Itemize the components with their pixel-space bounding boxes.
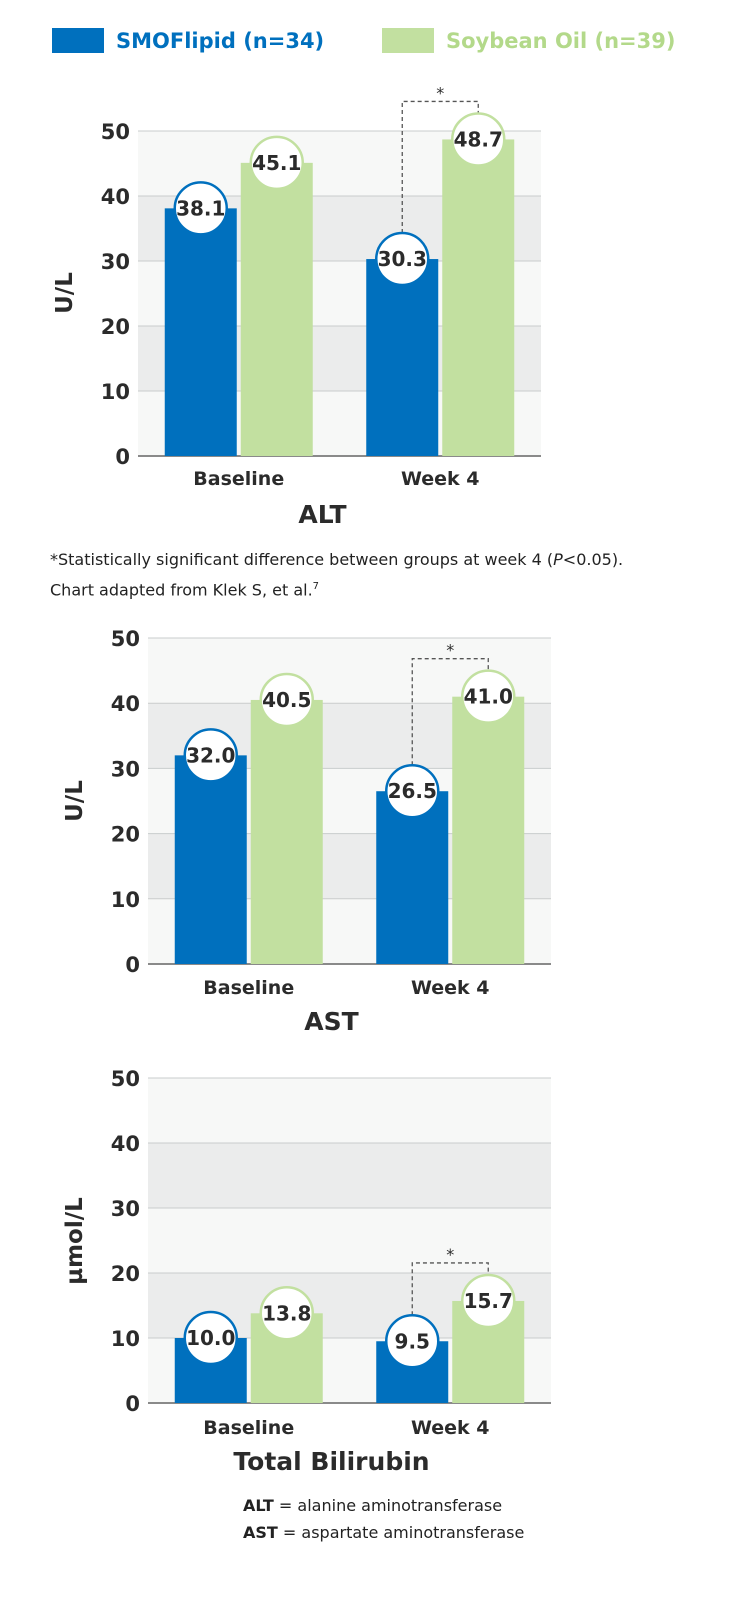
category-label: Baseline [203, 977, 294, 999]
plot-band [148, 1208, 551, 1273]
value-bubble [385, 1314, 440, 1369]
value-bubble [183, 728, 238, 783]
legend-label-soybean: Soybean Oil (n=39) [446, 28, 676, 53]
y-axis-label: U/L [52, 272, 78, 314]
category-label: Baseline [193, 468, 284, 490]
y-axis-label: U/L [62, 780, 88, 822]
bar-smoflipid [366, 259, 439, 456]
y-tick-label: 50 [101, 120, 130, 144]
data-label: 38.1 [176, 196, 225, 220]
significance-bracket [401, 100, 479, 234]
value-bubble [375, 231, 430, 287]
category-label: Baseline [203, 1417, 294, 1439]
bar-soybean [240, 162, 313, 456]
y-tick-label: 30 [111, 1197, 140, 1221]
plot-band [148, 1078, 551, 1143]
chart-title: ALT [298, 500, 346, 529]
data-label: 48.7 [454, 127, 503, 151]
y-tick-label: 30 [101, 250, 130, 274]
data-label: 9.5 [395, 1329, 430, 1353]
value-bubble [249, 135, 304, 191]
abbrev-ast: AST = aspartate aminotransferase [243, 1519, 524, 1546]
y-tick-label: 40 [111, 1132, 140, 1156]
y-tick-label: 10 [111, 888, 140, 912]
significance-star: * [446, 1245, 454, 1264]
data-label: 15.7 [464, 1289, 513, 1313]
value-bubble [183, 1310, 238, 1366]
significance-bracket [411, 1262, 489, 1316]
footnote-ref: 7 [312, 581, 320, 592]
legend-swatch-smoflipid [52, 28, 104, 53]
bar-soybean [442, 139, 515, 456]
footnote-citation: Chart adapted from Klek S, et al. [50, 580, 313, 600]
abbrev-ast-text: = aspartate aminotransferase [277, 1523, 525, 1542]
y-tick-label: 10 [111, 1327, 140, 1351]
footnote-line-1: *Statistically significant difference be… [50, 546, 730, 573]
value-bubble [259, 672, 314, 728]
y-tick-label: 40 [101, 185, 130, 209]
y-tick-label: 30 [111, 757, 140, 781]
value-bubble [461, 1273, 516, 1329]
bar-soybean [452, 696, 525, 964]
ast-chart: 0 10 20 30 40 50 U/L Baseline Week 4 * 32.0 40.5 26.… [62, 627, 551, 1036]
y-tick-label: 20 [111, 823, 140, 847]
footnote: *Statistically significant difference be… [50, 546, 730, 603]
y-tick-label: 50 [111, 627, 140, 651]
y-tick-label: 50 [111, 1067, 140, 1091]
footnote-line-2: Chart adapted from Klek S, et al.7 [50, 573, 730, 603]
legend: SMOFlipid (n=34) Soybean Oil (n=39) [52, 28, 692, 58]
abbrev-alt-term: ALT [243, 1496, 274, 1515]
bar-smoflipid [376, 791, 449, 964]
chart-title: AST [304, 1007, 358, 1036]
data-label: 41.0 [464, 685, 513, 709]
chart-title: Total Bilirubin [233, 1447, 429, 1476]
value-bubble [173, 181, 228, 236]
data-label: 40.5 [262, 688, 311, 712]
category-label: Week 4 [411, 1417, 490, 1439]
abbrev-alt-text: = alanine aminotransferase [273, 1496, 503, 1515]
significance-star: * [436, 85, 444, 102]
plot-band [148, 1143, 551, 1208]
y-tick-label: 20 [111, 1262, 140, 1286]
abbrev-alt: ALT = alanine aminotransferase [243, 1492, 524, 1519]
y-tick-label: 20 [101, 315, 130, 339]
legend-item-soybean: Soybean Oil (n=39) [382, 28, 675, 53]
legend-label-smoflipid: SMOFlipid (n=34) [116, 28, 325, 53]
alt-chart: 0 10 20 30 40 50 U/L Baseline Week 4 * 38.1 45.1 30.… [52, 85, 541, 529]
data-label: 13.8 [262, 1301, 311, 1325]
data-label: 10.0 [186, 1326, 235, 1350]
footnote-text-pre: Statistically significant difference bet… [58, 550, 554, 569]
category-label: Week 4 [401, 468, 480, 490]
bar-smoflipid [164, 208, 237, 456]
value-bubble [385, 763, 440, 819]
abbrev-ast-term: AST [243, 1523, 278, 1542]
data-label: 32.0 [186, 743, 235, 767]
bilirubin-chart: 0 10 20 30 40 50 µmol/L Baseline Week 4 * 10.0 13.8… [62, 1067, 551, 1476]
y-tick-label: 40 [111, 692, 140, 716]
y-tick-label: 0 [125, 1392, 140, 1416]
data-label: 26.5 [388, 779, 437, 803]
bar-smoflipid [174, 755, 247, 964]
bar-soybean [250, 699, 323, 964]
legend-item-smoflipid: SMOFlipid (n=34) [52, 28, 324, 53]
significance-star: * [446, 641, 454, 660]
footnote-star: * [50, 550, 58, 569]
y-tick-label: 0 [125, 953, 140, 977]
value-bubble [461, 669, 516, 724]
category-label: Week 4 [411, 977, 490, 999]
value-bubble [259, 1286, 314, 1341]
abbreviations: ALT = alanine aminotransferase AST = asp… [243, 1492, 524, 1546]
legend-swatch-soybean [382, 28, 434, 53]
footnote-p: P [553, 550, 563, 569]
y-axis-label: µmol/L [62, 1197, 88, 1285]
data-label: 30.3 [378, 247, 427, 271]
footnote-text-post: <0.05). [562, 550, 624, 569]
y-tick-label: 0 [115, 445, 130, 469]
data-label: 45.1 [252, 151, 301, 175]
y-tick-label: 10 [101, 380, 130, 404]
value-bubble [451, 112, 506, 167]
